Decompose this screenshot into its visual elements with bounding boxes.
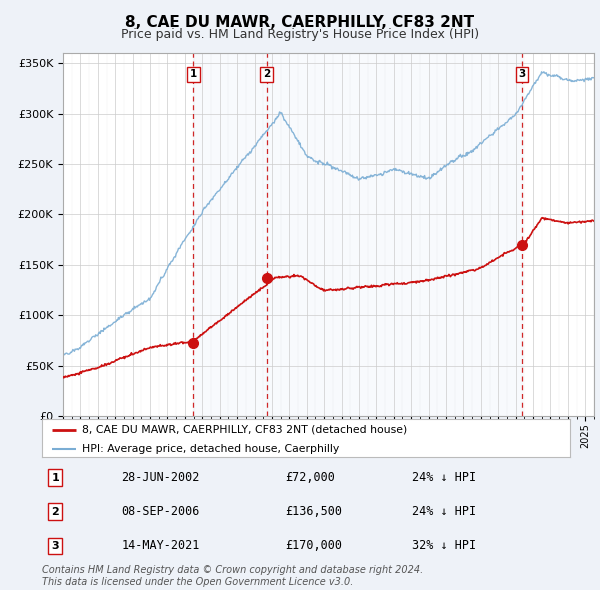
Text: 24% ↓ HPI: 24% ↓ HPI [412,505,476,519]
Text: 1: 1 [52,473,59,483]
Text: HPI: Average price, detached house, Caerphilly: HPI: Average price, detached house, Caer… [82,444,339,454]
Text: 8, CAE DU MAWR, CAERPHILLY, CF83 2NT (detached house): 8, CAE DU MAWR, CAERPHILLY, CF83 2NT (de… [82,425,407,435]
Text: 1: 1 [190,70,197,80]
Text: 3: 3 [52,541,59,551]
Text: 08-SEP-2006: 08-SEP-2006 [121,505,200,519]
Bar [266,53,522,416]
Text: 24% ↓ HPI: 24% ↓ HPI [412,471,476,484]
Text: Contains HM Land Registry data © Crown copyright and database right 2024.
This d: Contains HM Land Registry data © Crown c… [42,565,423,587]
Text: 8, CAE DU MAWR, CAERPHILLY, CF83 2NT: 8, CAE DU MAWR, CAERPHILLY, CF83 2NT [125,15,475,30]
Text: Price paid vs. HM Land Registry's House Price Index (HPI): Price paid vs. HM Land Registry's House … [121,28,479,41]
Text: £136,500: £136,500 [285,505,342,519]
Text: 2: 2 [52,507,59,517]
Bar [193,53,266,416]
Text: 14-MAY-2021: 14-MAY-2021 [121,539,200,552]
Text: £170,000: £170,000 [285,539,342,552]
Text: 2: 2 [263,70,270,80]
Text: £72,000: £72,000 [285,471,335,484]
Text: 3: 3 [518,70,526,80]
Text: 28-JUN-2002: 28-JUN-2002 [121,471,200,484]
Text: 32% ↓ HPI: 32% ↓ HPI [412,539,476,552]
